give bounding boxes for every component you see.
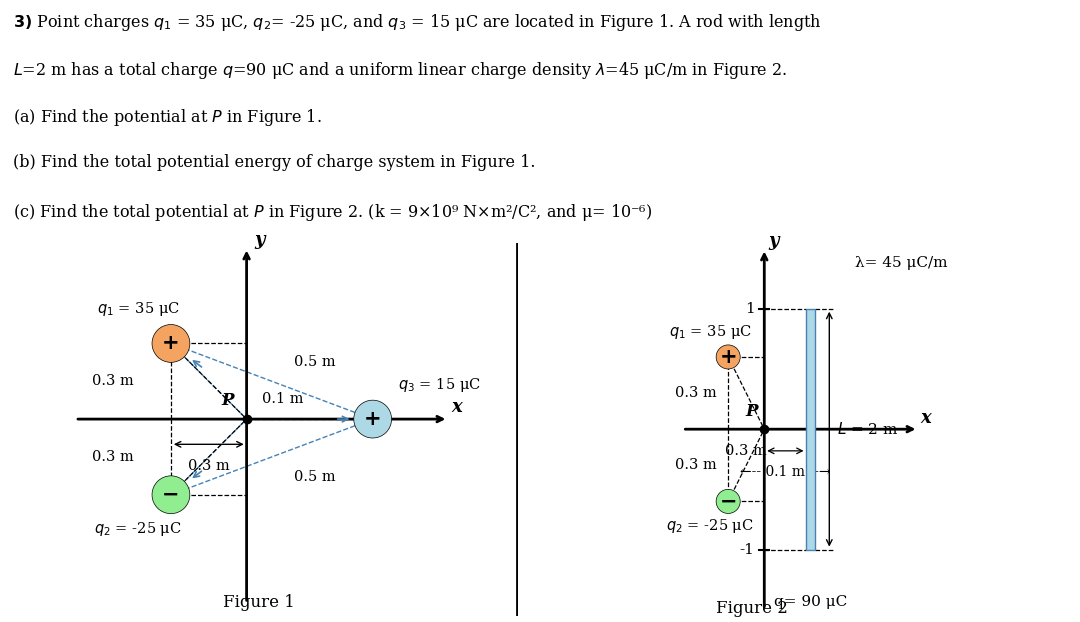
Text: $\bf{3)}$ Point charges $q_1$ = 35 μC, $q_2$= -25 μC, and $q_3$ = 15 μC are loca: $\bf{3)}$ Point charges $q_1$ = 35 μC, $… [13,12,822,34]
Circle shape [354,400,392,438]
Text: 0.3 m: 0.3 m [188,460,230,473]
Text: -1: -1 [740,542,755,557]
Text: $q_1$ = 35 μC: $q_1$ = 35 μC [97,300,179,318]
Text: $L$ = 2 m: $L$ = 2 m [837,421,899,437]
Circle shape [152,325,190,363]
Text: 1: 1 [745,302,755,316]
Text: (c) Find the total potential at $P$ in Figure 2. (k = 9×10⁹ N×m²/C², and μ= 10⁻⁶: (c) Find the total potential at $P$ in F… [13,202,652,223]
Text: λ= 45 μC/m: λ= 45 μC/m [854,256,947,270]
Bar [807,309,814,550]
Text: 0.5 m: 0.5 m [294,355,336,369]
Text: Figure 2: Figure 2 [716,600,788,617]
Text: (b) Find the total potential energy of charge system in Figure 1.: (b) Find the total potential energy of c… [13,154,536,171]
Text: 0.3 m: 0.3 m [675,386,716,400]
Text: (a) Find the potential at $P$ in Figure 1.: (a) Find the potential at $P$ in Figure … [13,107,322,128]
Text: 0.3 m: 0.3 m [92,374,134,388]
Circle shape [716,490,740,513]
Text: 0.1 m: 0.1 m [261,392,303,407]
Text: $q_2$ = -25 μC: $q_2$ = -25 μC [666,517,754,535]
Text: x: x [921,409,932,427]
Text: +: + [364,409,381,429]
Text: +: + [719,347,737,367]
Text: −: − [162,485,179,504]
Text: y: y [768,232,779,250]
Circle shape [152,476,190,514]
Text: $q_1$ = 35 μC: $q_1$ = 35 μC [669,323,752,341]
Text: −: − [719,491,737,511]
Text: $q_3$ = 15 μC: $q_3$ = 15 μC [397,376,481,394]
Text: 0.3 m: 0.3 m [675,458,716,472]
Text: y: y [254,231,265,249]
Circle shape [716,345,740,369]
Text: q= 90 μC: q= 90 μC [774,595,848,610]
Text: 0.3 m: 0.3 m [92,450,134,464]
Text: Figure 1: Figure 1 [224,594,295,611]
Text: 0.5 m: 0.5 m [294,470,336,483]
Text: 0.3 m: 0.3 m [726,443,767,458]
Text: x: x [450,397,461,415]
Text: P: P [746,402,758,420]
Text: ←-- 0.1 m --→: ←-- 0.1 m --→ [740,465,831,480]
Text: $q_2$ = -25 μC: $q_2$ = -25 μC [94,520,183,538]
Text: $L$=2 m has a total charge $q$=90 μC and a uniform linear charge density $\lambd: $L$=2 m has a total charge $q$=90 μC and… [13,60,787,81]
Text: +: + [162,333,179,353]
Text: P: P [221,392,234,409]
